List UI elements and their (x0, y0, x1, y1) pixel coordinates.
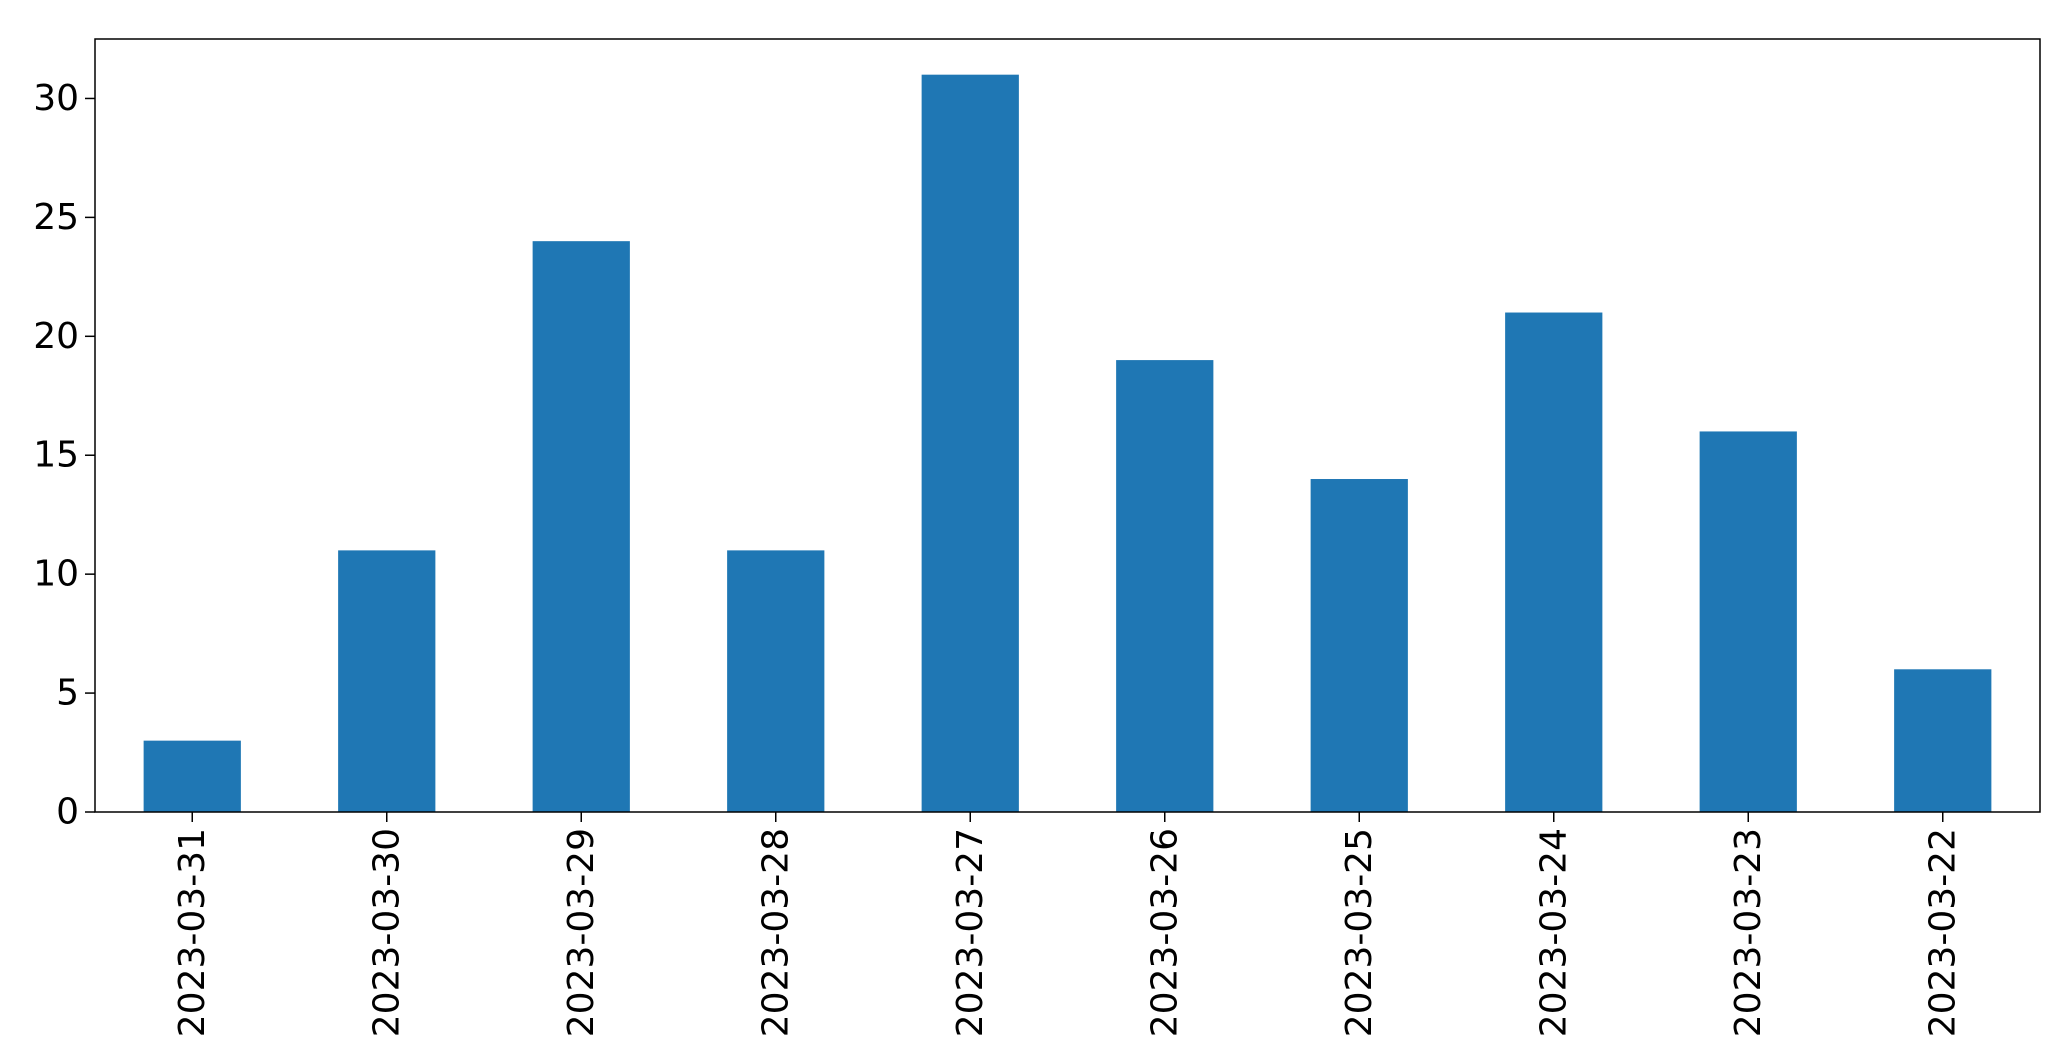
bar-2023-03-26 (1116, 360, 1214, 812)
bars-layer (143, 74, 1992, 812)
x-tick-label: 2023-03-24 (1533, 828, 1574, 1037)
x-tick-label: 2023-03-25 (1339, 828, 1380, 1037)
y-axis: 0 5 10 15 20 25 30 (33, 78, 95, 833)
bar-2023-03-22 (1894, 669, 1992, 812)
bar-2023-03-27 (921, 74, 1019, 812)
x-tick-label: 2023-03-22 (1922, 828, 1963, 1037)
y-tick-label: 20 (33, 316, 79, 357)
y-tick-label: 10 (33, 554, 79, 595)
bar-2023-03-23 (1699, 431, 1797, 812)
y-tick-label: 0 (56, 792, 79, 833)
x-tick-label: 2023-03-30 (366, 828, 407, 1037)
y-tick-label: 15 (33, 435, 79, 476)
y-tick-label: 25 (33, 197, 79, 238)
bar-2023-03-28 (727, 550, 825, 812)
bar-2023-03-30 (338, 550, 436, 812)
plot-frame (94, 38, 2041, 813)
bar-2023-03-24 (1505, 312, 1603, 812)
x-tick-label: 2023-03-27 (950, 828, 991, 1037)
x-tick-label: 2023-03-26 (1144, 828, 1185, 1037)
x-tick-label: 2023-03-31 (172, 828, 213, 1037)
y-tick-label: 30 (33, 78, 79, 119)
y-tick-label: 5 (56, 673, 79, 714)
x-tick-label: 2023-03-29 (561, 828, 602, 1037)
bar-2023-03-31 (143, 740, 241, 812)
bar-2023-03-29 (532, 241, 630, 812)
x-axis: 2023-03-31 2023-03-30 2023-03-29 2023-03-28… (172, 812, 1963, 1037)
bar-2023-03-25 (1310, 479, 1408, 812)
x-tick-label: 2023-03-23 (1728, 828, 1769, 1037)
x-tick-label: 2023-03-28 (755, 828, 796, 1037)
